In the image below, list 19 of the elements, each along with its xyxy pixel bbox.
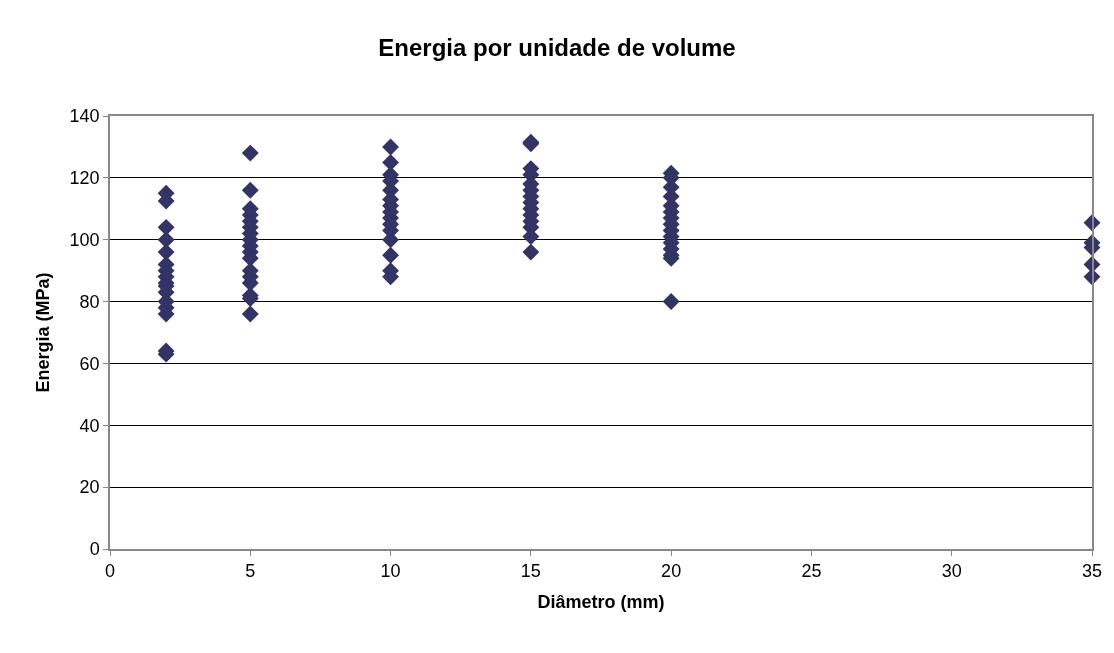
y-axis-title: Energia (MPa) (33, 272, 54, 393)
x-tick-label: 35 (1081, 561, 1103, 582)
y-tick-label: 120 (69, 168, 100, 189)
x-tick-label: 0 (104, 561, 116, 582)
y-tick-label: 140 (69, 106, 100, 127)
y-tick-label: 20 (79, 477, 100, 498)
x-tick-label: 30 (941, 561, 962, 582)
x-tick-label: 15 (520, 561, 541, 582)
x-tick-label: 5 (245, 561, 256, 582)
x-tick-label: 10 (380, 561, 401, 582)
y-tick-label: 0 (89, 539, 100, 560)
y-tick-label: 80 (79, 291, 100, 312)
x-axis-title: Diâmetro (mm) (537, 591, 665, 612)
y-tick-label: 60 (79, 353, 100, 374)
y-tick-label: 40 (79, 415, 100, 436)
x-tick-label: 25 (801, 561, 822, 582)
y-tick-label: 100 (69, 230, 100, 251)
x-tick-label: 20 (661, 561, 682, 582)
chart-title: Energia por unidade de volume (378, 33, 736, 61)
